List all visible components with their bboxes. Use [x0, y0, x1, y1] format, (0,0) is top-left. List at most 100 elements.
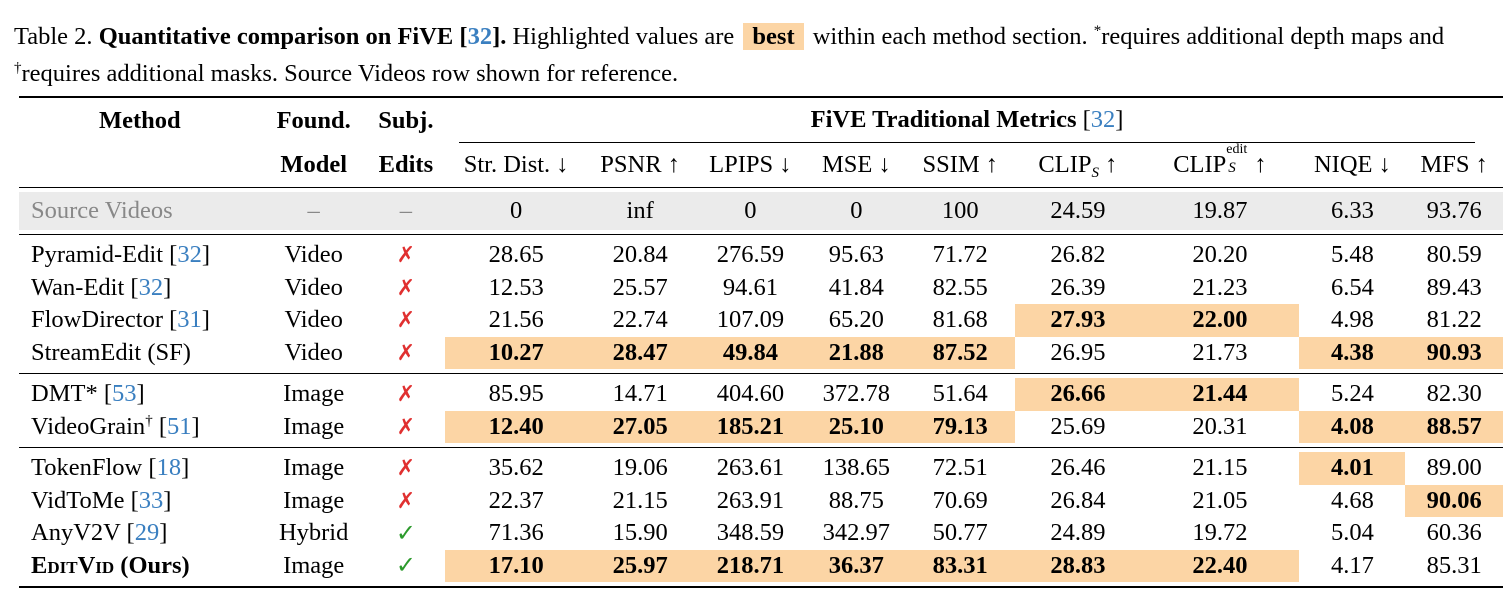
cross-icon: ✗ — [396, 382, 416, 408]
header-row-bottom: Model Edits Str. Dist. ↓ PSNR ↑ LPIPS ↓ … — [19, 143, 1503, 188]
subject-edits-cell: ✗ — [367, 485, 445, 518]
metric-value: 6.54 — [1331, 273, 1374, 301]
method-name: VideoGrain — [31, 412, 146, 440]
foundation-model-cell: Hybrid — [278, 519, 349, 547]
star-footnote-mark: * — [1093, 23, 1102, 39]
metric-value: 41.84 — [828, 273, 884, 301]
metric-value: 27.05 — [587, 410, 694, 443]
table-row: StreamEdit (SF) Video ✗ 10.27 28.47 49.84 21.8… — [19, 336, 1503, 370]
header-metric-ssim: SSIM ↑ — [922, 151, 999, 178]
metric-value: 4.98 — [1331, 306, 1374, 334]
method-cell: StreamEdit (SF) — [19, 337, 261, 370]
header-five-group: FiVE Traditional Metrics [32] — [445, 97, 1503, 143]
metric-value: 26.39 — [1050, 273, 1106, 301]
method-name: FlowDirector — [31, 306, 163, 334]
metric-value: 404.60 — [716, 380, 785, 408]
metric-value: 4.38 — [1299, 336, 1406, 369]
header-metric-niqe: NIQE ↓ — [1313, 151, 1391, 178]
source-videos-row: Source Videos – – 0 inf 0 0 100 24.59 19… — [19, 192, 1503, 230]
method-name: VidToMe — [31, 486, 125, 514]
metric-value: 82.55 — [932, 273, 988, 301]
header-five-citation[interactable]: 32 — [1090, 106, 1116, 133]
metric-value: 19.06 — [612, 454, 668, 482]
metric-value: 80.59 — [1426, 241, 1482, 269]
subject-edits-cell: ✗ — [367, 337, 445, 370]
dagger-footnote-mark: † — [14, 60, 22, 76]
caption-text-2: within each method section. — [812, 23, 1088, 50]
header-method: Method — [99, 106, 181, 134]
table-row: EditVid (Ours) Image ✓ 17.10 25.97 218.71 36.3… — [19, 549, 1503, 583]
header-subj-bottom: Edits — [378, 151, 434, 178]
source-value: inf — [587, 192, 694, 230]
method-citation[interactable]: 29 — [134, 519, 160, 547]
method-citation[interactable]: 53 — [112, 380, 137, 408]
source-value: 0 — [445, 192, 588, 230]
metric-value: 94.61 — [722, 273, 778, 301]
metric-value: 36.37 — [807, 549, 906, 582]
metric-value: 50.77 — [932, 519, 988, 547]
method-citation[interactable]: 18 — [156, 454, 182, 482]
metric-value: 21.73 — [1192, 338, 1248, 366]
metric-value: 20.20 — [1192, 241, 1248, 269]
metric-value: 10.27 — [445, 336, 588, 369]
method-name: EditVid — [31, 551, 115, 579]
metric-value: 263.91 — [716, 486, 785, 514]
subject-edits-cell: ✗ — [367, 239, 445, 272]
method-cell: Wan-Edit [32] — [31, 273, 172, 301]
method-citation[interactable]: 32 — [177, 241, 202, 269]
check-icon: ✓ — [395, 518, 416, 547]
metric-value: 276.59 — [716, 241, 785, 269]
subject-edits-cell: ✗ — [367, 272, 445, 305]
metric-value: 21.15 — [1192, 454, 1248, 482]
caption-text-1: Highlighted values are — [512, 23, 735, 50]
table-row: AnyV2V [29] Hybrid ✓ 71.36 15.90 348.59 342.97… — [19, 517, 1503, 550]
source-found: – — [260, 192, 367, 230]
metric-value: 17.10 — [445, 549, 588, 582]
metric-value: 21.15 — [612, 486, 668, 514]
method-citation[interactable]: 33 — [138, 486, 164, 514]
metric-value: 26.84 — [1050, 486, 1106, 514]
method-citation[interactable]: 32 — [138, 273, 164, 301]
metric-value: 51.64 — [932, 380, 988, 408]
metric-value: 71.72 — [932, 241, 988, 269]
metric-value: 85.95 — [488, 380, 544, 408]
cross-icon: ✗ — [396, 340, 416, 366]
source-value: 6.33 — [1299, 192, 1406, 230]
header-found-top: Found. — [276, 106, 351, 134]
metric-value: 19.72 — [1192, 519, 1248, 547]
header-five-title: FiVE Traditional Metrics — [810, 106, 1077, 133]
caption-title: Quantitative comparison on FiVE [32]. — [98, 23, 507, 50]
metric-value: 90.93 — [1405, 336, 1503, 369]
caption-title-citation[interactable]: 32 — [467, 23, 493, 50]
foundation-model-cell: Video — [284, 306, 343, 334]
header-metric-clip-edit: CLIP edit S ↑ — [1173, 142, 1267, 179]
header-metric-psnr: PSNR ↑ — [600, 151, 680, 178]
header-metric-clip-s: CLIPS ↑ — [1038, 151, 1118, 181]
source-value: 100 — [905, 192, 1016, 230]
metric-value: 49.84 — [693, 336, 808, 369]
method-citation[interactable]: 31 — [177, 306, 202, 334]
metric-value: 14.71 — [612, 380, 668, 408]
best-legend-swatch: best — [743, 23, 804, 50]
table-row: Wan-Edit [32] Video ✗ 12.53 25.57 94.61 41.84 8… — [19, 272, 1503, 305]
method-cell: TokenFlow [18] — [31, 454, 190, 482]
metric-value: 185.21 — [693, 410, 808, 443]
method-suffix: (Ours) — [120, 551, 190, 579]
metric-value: 26.82 — [1050, 241, 1106, 269]
subject-edits-cell: ✗ — [367, 411, 445, 444]
metric-value: 12.53 — [488, 273, 544, 301]
method-cell: EditVid (Ours) — [19, 550, 261, 583]
metric-value: 22.37 — [488, 486, 544, 514]
metric-value: 88.75 — [828, 486, 884, 514]
metric-value: 71.36 — [488, 519, 544, 547]
source-value: 0 — [807, 192, 906, 230]
header-metric-mse: MSE ↓ — [821, 151, 891, 178]
cross-icon: ✗ — [396, 456, 416, 482]
cross-icon: ✗ — [396, 488, 416, 514]
metric-value: 95.63 — [828, 241, 884, 269]
method-cell: VideoGrain† [51] — [31, 412, 200, 440]
metric-value: 26.66 — [1015, 378, 1141, 411]
method-citation[interactable]: 51 — [166, 412, 192, 440]
source-subj: – — [366, 192, 446, 230]
metric-value: 81.68 — [932, 306, 988, 334]
